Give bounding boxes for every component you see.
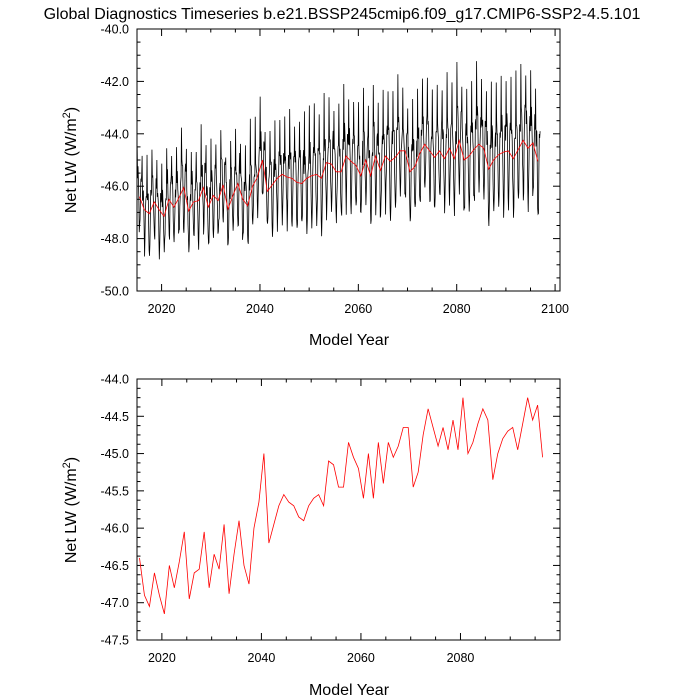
top-ylabel-main: Net LW (W/m [63,118,80,213]
top-ytick-label: -50.0 [101,285,130,299]
bottom-ytick-label: -47.0 [101,596,130,610]
bottom-ylabel-tail: ) [63,457,80,462]
bottom-xlabel: Model Year [309,682,390,699]
top-xlabel: Model Year [309,332,390,349]
top-ytick-label: -40.0 [101,23,130,37]
bottom-xtick-label: 2020 [148,651,176,665]
top-plot-frame [136,28,561,292]
bottom-ytick-label: -44.5 [101,410,130,424]
top-series-monthly [137,61,541,260]
top-ytick-label: -42.0 [101,75,130,89]
bottom-ytick-label: -45.0 [101,447,130,461]
top-xtick-label: 2100 [541,302,569,316]
bottom-ytick-label: -47.5 [101,634,130,648]
bottom-ylabel: Net LW (W/m2) [61,457,80,563]
bottom-panel: 2020 2040 2060 2080 -47.5 -47.0 -46.5 -46.0 -45.… [61,373,561,699]
top-xtick-label: 2020 [148,302,176,316]
top-ytick-label: -44.0 [101,127,130,141]
top-xtick-label: 2060 [344,302,372,316]
bottom-xtick-label: 2080 [447,651,475,665]
top-panel: 2020 2040 2060 2080 2100 -50.0 -48.0 -46.0 -44.0… [61,23,569,350]
bottom-series [139,397,543,615]
bottom-series-annual-mean [139,397,543,615]
top-ticks: 2020 2040 2060 2080 2100 -50.0 -48.0 -46.0 -44.0… [101,23,570,317]
bottom-ytick-label: -46.5 [101,559,130,573]
top-xtick-label: 2080 [443,302,471,316]
bottom-ytick-label: -45.5 [101,484,130,498]
top-ytick-label: -46.0 [101,180,130,194]
top-ylabel: Net LW (W/m2) [61,107,80,213]
top-ylabel-tail: ) [63,107,80,112]
top-xtick-label: 2040 [246,302,274,316]
bottom-ylabel-main: Net LW (W/m [63,468,80,563]
bottom-plot-frame [136,378,561,641]
bottom-ytick-label: -46.0 [101,522,130,536]
top-series-annual-mean [139,138,539,218]
top-series [137,61,541,260]
bottom-ticks: 2020 2040 2060 2080 -47.5 -47.0 -46.5 -46.0 -45.… [101,373,561,665]
top-ytick-label: -48.0 [101,232,130,246]
bottom-ytick-label: -44.0 [101,373,130,387]
top-ylabel-sup: 2 [61,112,73,118]
bottom-xtick-label: 2060 [347,651,375,665]
chart-title: Global Diagnostics Timeseries b.e21.BSSP… [44,6,641,23]
bottom-ylabel-sup: 2 [61,462,73,468]
bottom-xtick-label: 2040 [248,651,276,665]
